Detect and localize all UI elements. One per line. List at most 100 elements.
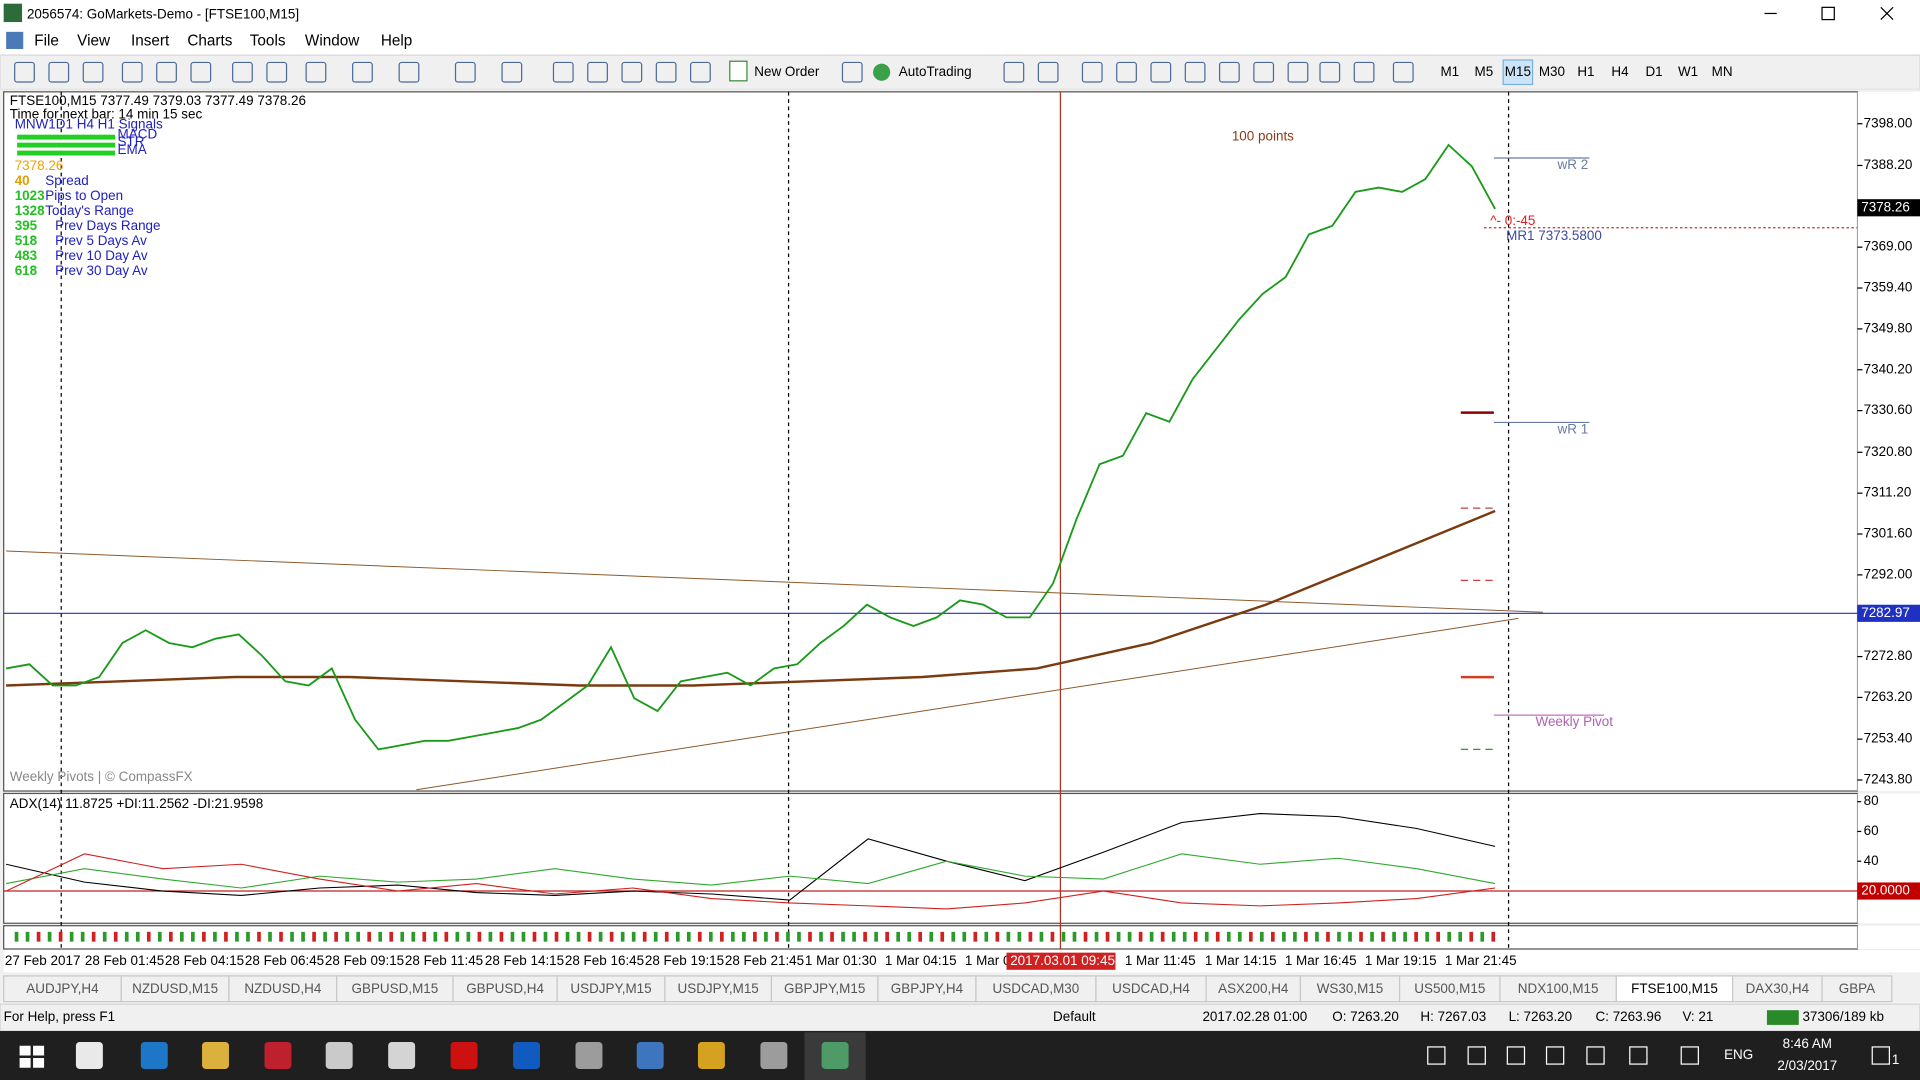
autotrading-button[interactable]: AutoTrading <box>899 64 972 79</box>
tab-label[interactable]: USDCAD,H4 <box>1112 981 1190 996</box>
taskbar-app[interactable] <box>75 1042 103 1069</box>
tool-icon[interactable] <box>1081 61 1103 83</box>
tray-icon[interactable] <box>1427 1046 1446 1065</box>
menu-item[interactable]: File <box>34 33 59 50</box>
tool-icon[interactable] <box>1253 61 1275 83</box>
tool-icon[interactable] <box>1392 61 1414 83</box>
taskbar-app[interactable] <box>264 1042 292 1069</box>
tab-label[interactable]: GBPJPY,M15 <box>784 981 865 996</box>
menu-item[interactable]: Window <box>305 33 360 50</box>
tab-label[interactable]: NZDUSD,H4 <box>244 981 322 996</box>
tab-label[interactable]: USDJPY,M15 <box>570 981 651 996</box>
tray-icon[interactable] <box>1506 1046 1526 1065</box>
tab-label[interactable]: NZDUSD,M15 <box>132 981 218 996</box>
tool-icon[interactable] <box>48 61 70 83</box>
tab[interactable] <box>556 975 666 1003</box>
timeframe-button[interactable]: W1 <box>1678 64 1698 79</box>
timeframe-button[interactable]: M30 <box>1539 64 1565 79</box>
taskbar-app[interactable] <box>388 1042 416 1069</box>
taskbar-app[interactable] <box>140 1042 168 1069</box>
menu-item[interactable]: Help <box>381 33 412 50</box>
taskbar-lang[interactable]: ENG <box>1724 1047 1753 1062</box>
tool-icon[interactable] <box>14 61 35 83</box>
tool-icon[interactable] <box>1037 61 1059 83</box>
tab-label[interactable]: GBPJPY,H4 <box>891 981 964 996</box>
tool-icon[interactable] <box>1319 61 1341 83</box>
tool-icon[interactable] <box>621 61 643 83</box>
tab-label[interactable]: WS30,M15 <box>1317 981 1384 996</box>
new-order-icon[interactable] <box>729 60 748 82</box>
tab[interactable] <box>1732 975 1823 1003</box>
tool-icon[interactable] <box>454 61 476 83</box>
restore-button[interactable] <box>1821 6 1835 21</box>
tab-label[interactable]: DAX30,H4 <box>1746 981 1810 996</box>
timeframe-button[interactable]: D1 <box>1645 64 1662 79</box>
start-button[interactable] <box>19 1045 45 1068</box>
tool-icon[interactable] <box>1150 61 1172 83</box>
tab[interactable] <box>975 975 1097 1003</box>
taskbar-app[interactable] <box>760 1042 788 1069</box>
tab-label[interactable]: FTSE100,M15 <box>1631 981 1718 996</box>
tool-icon[interactable] <box>156 61 177 83</box>
autotrading-icon[interactable] <box>873 63 891 81</box>
tray-icon[interactable] <box>1545 1046 1565 1065</box>
tool-icon[interactable] <box>232 61 253 83</box>
taskbar-app[interactable] <box>513 1042 540 1069</box>
tab-label[interactable]: GBPA <box>1839 981 1875 996</box>
tool-icon[interactable] <box>1184 61 1206 83</box>
menu-item[interactable]: View <box>77 33 111 50</box>
taskbar-app[interactable] <box>450 1042 478 1069</box>
notification-count[interactable]: 1 <box>1892 1052 1899 1067</box>
tab[interactable] <box>120 975 230 1003</box>
new-order-button[interactable]: New Order <box>754 64 820 79</box>
tab-label[interactable]: USDCAD,M30 <box>993 981 1080 996</box>
tool-icon[interactable] <box>1287 61 1309 83</box>
timeframe-button[interactable]: H4 <box>1611 64 1629 79</box>
taskbar-app[interactable] <box>202 1042 229 1069</box>
tab-label[interactable]: US500,M15 <box>1414 981 1485 996</box>
tab[interactable] <box>1821 975 1893 1003</box>
tool-icon[interactable] <box>352 61 373 83</box>
tool-icon[interactable] <box>121 61 143 83</box>
tab[interactable] <box>452 975 558 1003</box>
close-button[interactable] <box>1880 6 1894 21</box>
taskbar-app[interactable] <box>821 1042 849 1069</box>
tray-icon[interactable] <box>1586 1046 1605 1065</box>
tab[interactable] <box>1095 975 1207 1003</box>
timeframe-button[interactable]: M5 <box>1474 64 1493 79</box>
tool-icon[interactable] <box>1116 61 1137 83</box>
timeframe-button[interactable]: MN <box>1712 64 1733 79</box>
tab-label[interactable]: AUDJPY,H4 <box>26 981 99 996</box>
tab[interactable] <box>336 975 454 1003</box>
tool-icon[interactable] <box>1218 61 1240 83</box>
tray-icon[interactable] <box>1680 1046 1699 1065</box>
tool-icon[interactable] <box>841 61 863 83</box>
tab[interactable] <box>1205 975 1302 1003</box>
taskbar-app[interactable] <box>575 1042 603 1069</box>
timeframe-button[interactable]: M15 <box>1505 64 1531 79</box>
menu-item[interactable]: Charts <box>187 33 232 50</box>
tool-icon[interactable] <box>552 61 574 83</box>
taskbar-app[interactable] <box>325 1042 353 1069</box>
tool-icon[interactable] <box>690 61 711 83</box>
tool-icon[interactable] <box>655 61 677 83</box>
tab[interactable] <box>664 975 773 1003</box>
tool-icon[interactable] <box>82 61 104 83</box>
tool-icon[interactable] <box>398 61 420 83</box>
taskbar-app[interactable] <box>636 1042 664 1069</box>
tool-icon[interactable] <box>1003 61 1025 83</box>
tab[interactable] <box>877 975 977 1003</box>
tray-icon[interactable] <box>1467 1046 1486 1065</box>
tab[interactable] <box>1299 975 1401 1003</box>
taskbar-date[interactable]: 2/03/2017 <box>1777 1058 1837 1073</box>
tool-icon[interactable] <box>1353 61 1375 83</box>
menu-item[interactable]: Insert <box>131 33 170 50</box>
tool-icon[interactable] <box>587 61 608 83</box>
tab[interactable] <box>1499 975 1617 1003</box>
timeframe-button[interactable]: M1 <box>1440 64 1459 79</box>
tray-icon[interactable] <box>1871 1046 1890 1065</box>
tool-icon[interactable] <box>266 61 288 83</box>
taskbar-time[interactable]: 8:46 AM <box>1783 1036 1832 1051</box>
tool-icon[interactable] <box>190 61 212 83</box>
tab[interactable] <box>228 975 338 1003</box>
